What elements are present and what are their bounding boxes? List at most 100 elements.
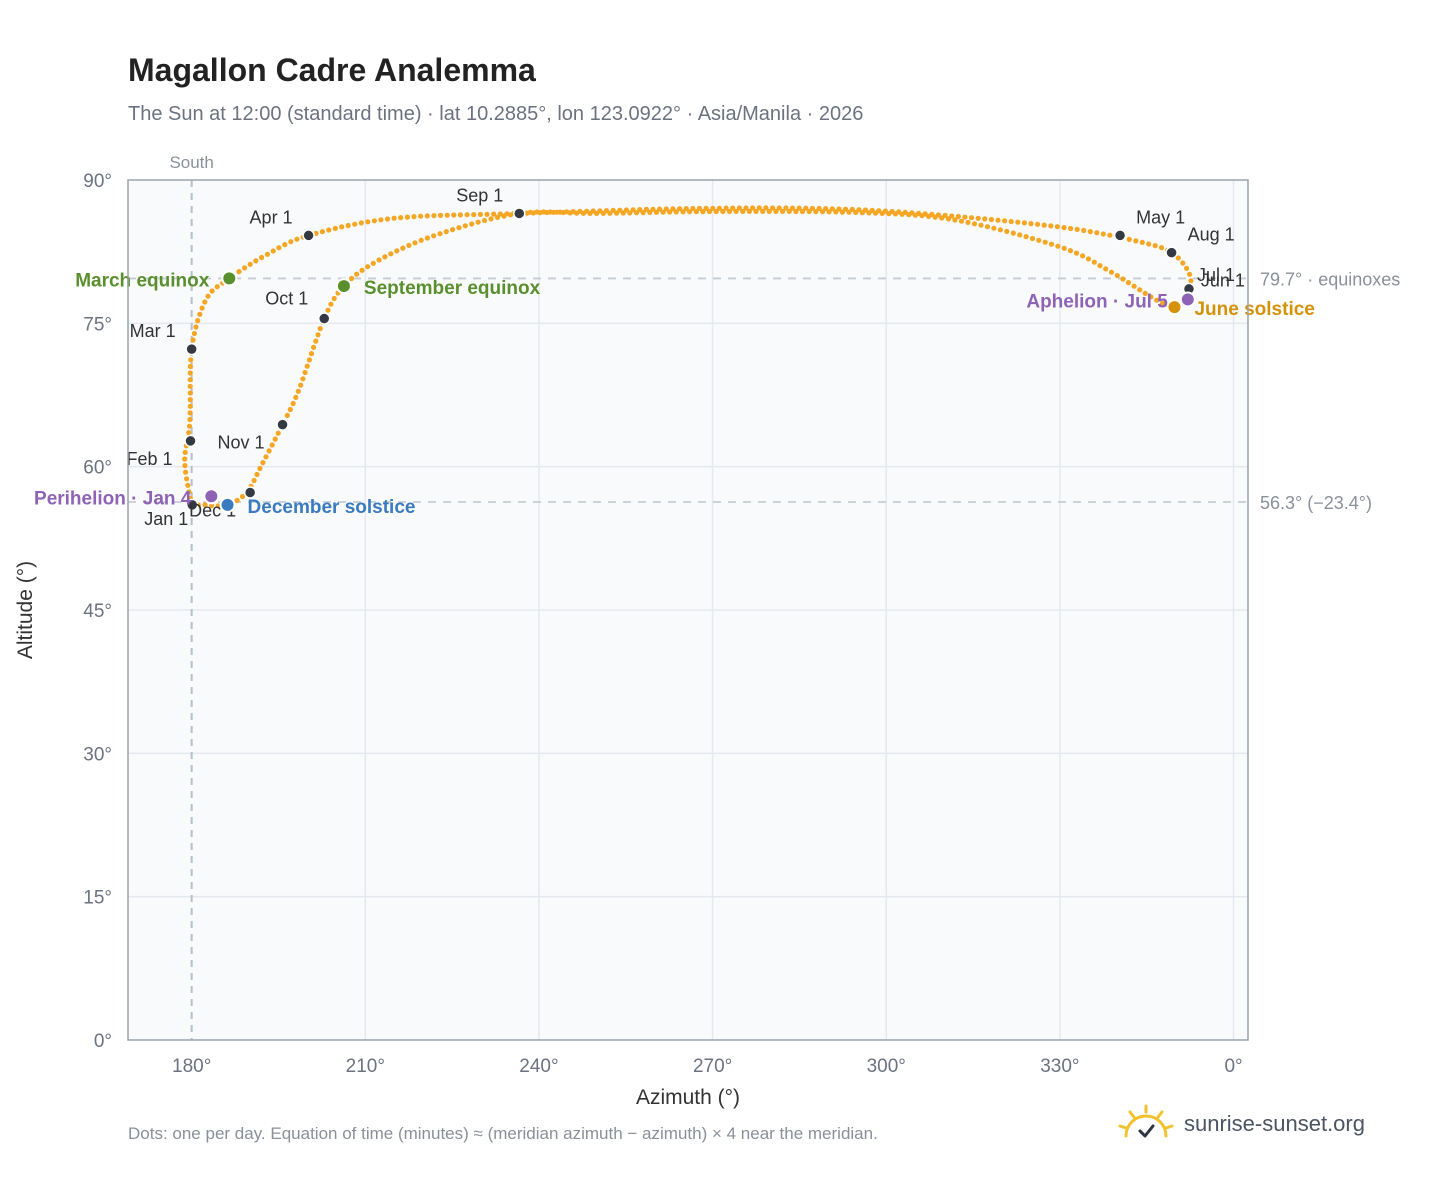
daily-position-dot (1067, 248, 1073, 254)
event-marker-label: September equinox (364, 278, 541, 299)
reference-line-label: 79.7° · equinoxes (1260, 269, 1400, 289)
daily-position-dot (670, 206, 676, 212)
daily-position-dot (317, 326, 323, 332)
daily-position-dot (186, 489, 192, 495)
daily-position-dot (756, 205, 762, 211)
daily-position-dot (1029, 235, 1036, 242)
daily-position-dot (1085, 256, 1092, 262)
daily-position-dot (1187, 271, 1193, 277)
daily-position-dot (202, 502, 208, 508)
daily-position-dot (234, 497, 240, 503)
y-tick-label: 75° (83, 314, 112, 335)
daily-position-dot (257, 465, 263, 472)
daily-position-dot (687, 209, 693, 215)
daily-position-dot (284, 412, 290, 418)
month-marker-label: Nov 1 (218, 433, 265, 453)
daily-position-dot (1042, 239, 1048, 245)
daily-position-dot (534, 209, 540, 215)
daily-position-dot (1160, 300, 1166, 306)
daily-position-dot (1100, 231, 1106, 237)
daily-position-dot (886, 211, 892, 217)
month-marker-dot (513, 207, 526, 220)
daily-position-dot (469, 221, 475, 227)
event-marker-label: March equinox (75, 270, 210, 291)
daily-position-dot (773, 208, 779, 214)
daily-position-dot (349, 275, 355, 282)
daily-position-dot (358, 220, 364, 226)
daily-position-dot (187, 370, 193, 376)
daily-position-dot (859, 210, 865, 216)
daily-position-dot (431, 213, 437, 219)
month-marker-label: Aug 1 (1188, 225, 1235, 245)
daily-position-dot (311, 344, 317, 350)
daily-position-dot (451, 212, 457, 218)
daily-position-dot (437, 231, 443, 237)
daily-position-dot (1094, 230, 1100, 236)
daily-position-dot (716, 205, 723, 211)
daily-position-dot (352, 221, 358, 227)
daily-position-dot (456, 225, 462, 231)
daily-position-dot (657, 206, 663, 212)
daily-position-dot (799, 208, 806, 215)
daily-position-dot (740, 208, 746, 214)
daily-position-dot (783, 205, 789, 211)
daily-position-dot (1188, 278, 1194, 284)
daily-position-dot (587, 210, 593, 216)
daily-position-dot (199, 305, 205, 311)
daily-position-dot (202, 299, 208, 305)
daily-position-dot (567, 210, 573, 216)
daily-position-dot (736, 205, 743, 211)
daily-position-dot (443, 229, 449, 235)
daily-position-dot (1041, 222, 1047, 228)
daily-position-dot (594, 210, 600, 216)
daily-position-dot (365, 264, 371, 270)
daily-position-dot (339, 224, 345, 230)
event-marker-dot (1179, 291, 1196, 308)
daily-position-dot (706, 208, 713, 215)
daily-position-dot (547, 209, 553, 215)
y-tick-label: 30° (83, 744, 112, 765)
daily-position-dot (345, 222, 351, 229)
x-tick-label: 210° (346, 1056, 385, 1077)
analemma-curve (182, 205, 1194, 509)
daily-position-dot (683, 206, 689, 212)
daily-position-dot (978, 222, 984, 228)
y-tick-label: 60° (83, 458, 112, 479)
daily-position-dot (186, 430, 192, 436)
daily-position-dot (418, 237, 424, 243)
month-marker-dot (302, 229, 315, 242)
daily-position-dot (186, 423, 193, 429)
daily-position-dot (680, 209, 686, 215)
daily-position-dot (462, 223, 468, 229)
month-marker-label: Mar 1 (130, 321, 176, 341)
daily-position-dot (955, 213, 961, 220)
daily-position-dot (995, 217, 1001, 223)
daily-position-dot (484, 211, 490, 217)
daily-position-dot (1021, 220, 1027, 226)
daily-position-dot (650, 206, 656, 212)
month-marker-label: Jun 1 (1201, 270, 1245, 290)
daily-position-dot (359, 267, 365, 273)
daily-position-dot (404, 214, 410, 220)
daily-position-dot (195, 318, 201, 324)
event-marker-dot (203, 488, 220, 505)
y-axis-label: Altitude (°) (14, 561, 37, 659)
daily-position-dot (332, 225, 338, 231)
daily-position-dot (793, 208, 799, 215)
daily-position-dot (958, 218, 965, 224)
daily-position-dot (239, 493, 246, 500)
daily-position-dot (1023, 234, 1029, 240)
daily-position-dot (833, 209, 839, 215)
daily-position-dot (866, 210, 872, 216)
daily-position-dot (786, 208, 792, 214)
daily-position-dot (193, 324, 199, 330)
daily-position-dot (580, 210, 587, 216)
brand[interactable]: sunrise-sunset.org (1118, 1100, 1365, 1148)
daily-position-dot (290, 400, 296, 407)
daily-position-dot (1120, 276, 1126, 282)
daily-position-dot (205, 293, 211, 299)
daily-position-dot (743, 205, 749, 211)
chart-title: Magallon Cadre Analemma (128, 52, 536, 88)
daily-position-dot (197, 311, 203, 317)
